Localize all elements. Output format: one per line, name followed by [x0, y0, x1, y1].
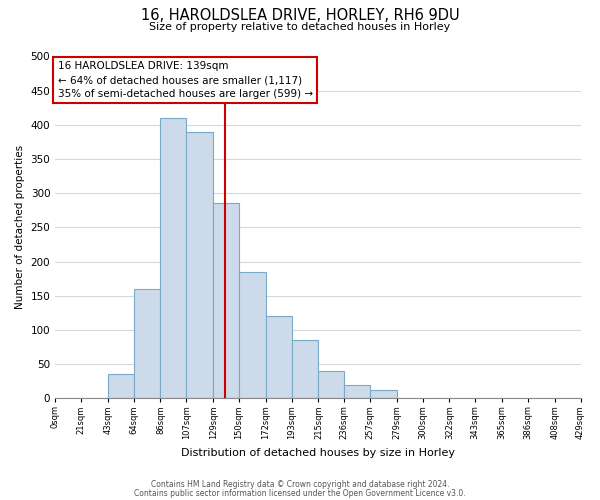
Bar [213, 204, 239, 398]
Text: 16 HAROLDSLEA DRIVE: 139sqm
← 64% of detached houses are smaller (1,117)
35% of : 16 HAROLDSLEA DRIVE: 139sqm ← 64% of det… [58, 62, 313, 100]
X-axis label: Distribution of detached houses by size in Horley: Distribution of detached houses by size … [181, 448, 455, 458]
Bar [160, 118, 186, 398]
Bar [186, 132, 213, 398]
Bar [134, 289, 160, 398]
Bar [370, 390, 397, 398]
Text: Size of property relative to detached houses in Horley: Size of property relative to detached ho… [149, 22, 451, 32]
Bar [239, 272, 266, 398]
Y-axis label: Number of detached properties: Number of detached properties [15, 146, 25, 310]
Bar [292, 340, 319, 398]
Text: Contains HM Land Registry data © Crown copyright and database right 2024.: Contains HM Land Registry data © Crown c… [151, 480, 449, 489]
Bar [319, 371, 344, 398]
Bar [108, 374, 134, 398]
Text: 16, HAROLDSLEA DRIVE, HORLEY, RH6 9DU: 16, HAROLDSLEA DRIVE, HORLEY, RH6 9DU [140, 8, 460, 22]
Bar [344, 384, 370, 398]
Bar [266, 316, 292, 398]
Text: Contains public sector information licensed under the Open Government Licence v3: Contains public sector information licen… [134, 488, 466, 498]
